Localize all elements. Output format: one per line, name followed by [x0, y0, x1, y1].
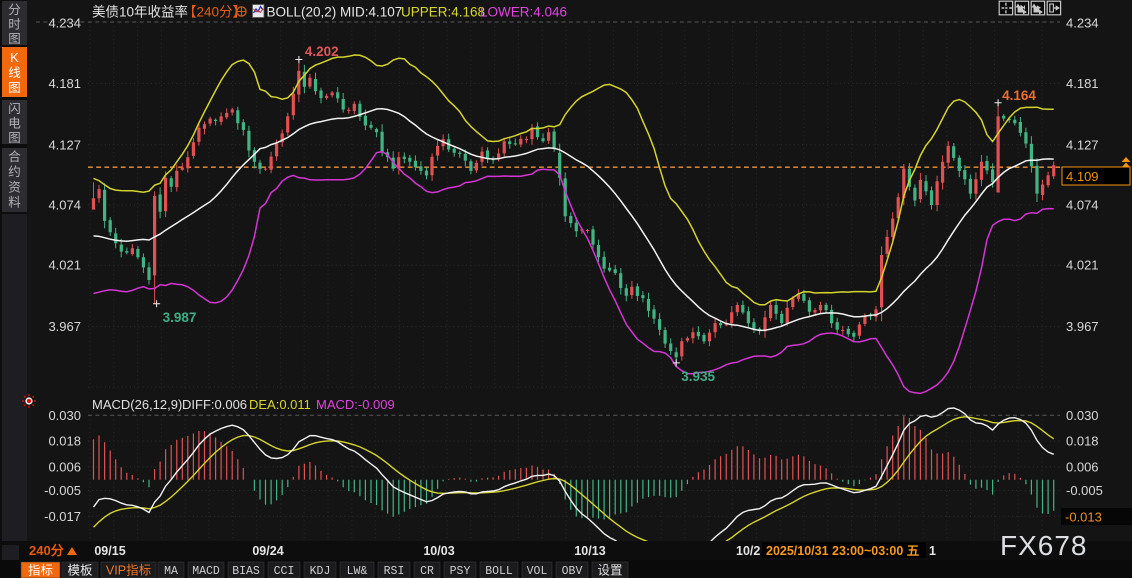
svg-text:CR: CR [420, 565, 434, 578]
svg-text:4.021: 4.021 [48, 258, 81, 273]
svg-text:4.074: 4.074 [48, 198, 81, 213]
svg-text:-0.013: -0.013 [1065, 510, 1102, 525]
svg-text:【240分】: 【240分】 [183, 5, 246, 20]
svg-text:BOLL: BOLL [485, 565, 513, 578]
svg-text:10/03: 10/03 [423, 544, 454, 558]
svg-text:4.181: 4.181 [1066, 76, 1099, 91]
svg-text:FX678: FX678 [1000, 530, 1088, 561]
svg-text:MACD:-0.009: MACD:-0.009 [316, 397, 395, 412]
svg-text:MA: MA [164, 565, 178, 578]
svg-text:图: 图 [8, 32, 21, 46]
svg-text:4.181: 4.181 [48, 76, 81, 91]
svg-text:图: 图 [8, 131, 21, 145]
svg-text:3.987: 3.987 [163, 310, 197, 325]
svg-text:4.127: 4.127 [48, 137, 81, 152]
svg-text:LOWER:4.046: LOWER:4.046 [480, 5, 567, 20]
svg-text:0.006: 0.006 [1066, 459, 1099, 474]
svg-text:0.006: 0.006 [48, 459, 81, 474]
svg-text:图: 图 [8, 81, 21, 95]
svg-text:KDJ: KDJ [310, 565, 331, 578]
svg-text:4.074: 4.074 [1066, 198, 1099, 213]
svg-text:RSI: RSI [384, 565, 405, 578]
svg-text:3.935: 3.935 [681, 369, 715, 384]
svg-text:CCI: CCI [274, 565, 295, 578]
svg-text:3.967: 3.967 [1066, 319, 1099, 334]
svg-text:4.234: 4.234 [1066, 16, 1099, 31]
svg-text:-0.005: -0.005 [1066, 483, 1103, 498]
svg-text:0.018: 0.018 [48, 434, 81, 449]
svg-text:-0.005: -0.005 [44, 483, 81, 498]
svg-text:分: 分 [8, 3, 21, 17]
svg-text:电: 电 [8, 117, 21, 131]
svg-text:0.030: 0.030 [48, 408, 81, 423]
svg-text:4.127: 4.127 [1066, 137, 1099, 152]
svg-text:0.018: 0.018 [1066, 434, 1099, 449]
svg-text:09/24: 09/24 [252, 544, 283, 558]
svg-text:指标: 指标 [28, 563, 53, 578]
svg-text:资: 资 [8, 180, 21, 194]
svg-text:2025/10/31 23:00~03:00 五: 2025/10/31 23:00~03:00 五 [766, 544, 920, 558]
svg-text:料: 料 [8, 196, 21, 210]
svg-text:线: 线 [8, 66, 21, 80]
svg-text:LW&: LW& [347, 565, 368, 578]
svg-text:4.164: 4.164 [1002, 88, 1036, 103]
svg-text:-0.017: -0.017 [44, 509, 81, 524]
svg-text:3.967: 3.967 [48, 319, 81, 334]
svg-text:UPPER:4.168: UPPER:4.168 [401, 5, 485, 20]
svg-text:0.030: 0.030 [1066, 408, 1099, 423]
svg-text:4.021: 4.021 [1066, 258, 1099, 273]
svg-text:VOL: VOL [527, 565, 548, 578]
svg-text:09/15: 09/15 [94, 544, 125, 558]
svg-text:4.202: 4.202 [305, 44, 339, 59]
svg-text:4.109: 4.109 [1066, 169, 1099, 184]
svg-text:BOLL(20,2) MID:4.107: BOLL(20,2) MID:4.107 [267, 5, 403, 20]
svg-text:10/2: 10/2 [736, 544, 760, 558]
svg-text:约: 约 [8, 164, 21, 179]
svg-text:240分: 240分 [29, 543, 64, 558]
svg-text:1: 1 [929, 544, 936, 558]
svg-text:模板: 模板 [67, 564, 93, 578]
svg-text:K: K [10, 50, 19, 65]
svg-text:DIFF:0.006: DIFF:0.006 [182, 397, 247, 412]
svg-text:时: 时 [8, 18, 21, 32]
svg-text:DEA:0.011: DEA:0.011 [249, 397, 311, 412]
svg-text:闪: 闪 [8, 102, 21, 116]
svg-text:MACD(26,12,9): MACD(26,12,9) [92, 397, 182, 412]
svg-text:BIAS: BIAS [232, 565, 260, 578]
svg-text:4.234: 4.234 [48, 16, 81, 31]
svg-text:合: 合 [8, 149, 21, 164]
svg-text:OBV: OBV [562, 565, 583, 578]
svg-text:PSY: PSY [450, 565, 471, 578]
svg-text:设置: 设置 [597, 563, 622, 578]
svg-text:MACD: MACD [192, 565, 220, 578]
svg-text:VIP指标: VIP指标 [106, 563, 151, 578]
svg-text:美债10年收益率: 美债10年收益率 [92, 4, 188, 20]
svg-text:10/13: 10/13 [574, 544, 605, 558]
